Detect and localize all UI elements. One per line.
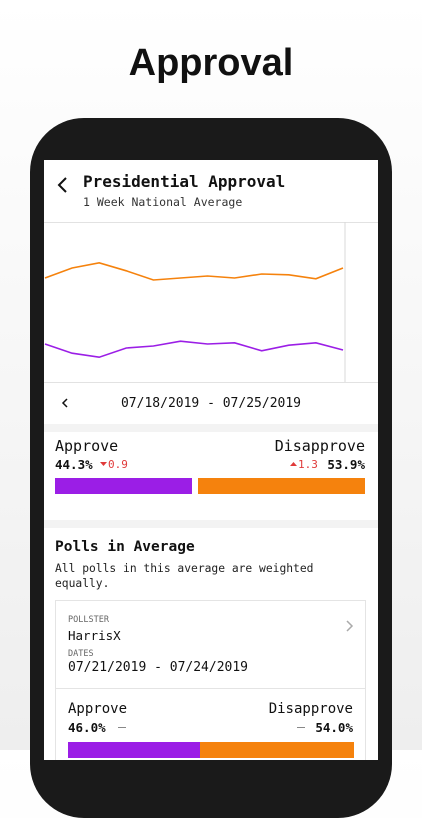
share-bar (55, 478, 193, 494)
disapprove-change: 1.3 (298, 458, 318, 471)
approve-change: 0.9 (108, 458, 128, 471)
approve-value: 44.3% (55, 457, 93, 472)
promo-title: Approval (128, 42, 294, 84)
series-line (44, 261, 344, 281)
date-range: 07/18/2019 - 07/25/2019 (120, 396, 301, 411)
chevron (346, 620, 354, 632)
poll-dates: 07/21/2019 - 07/24/2019 (68, 660, 249, 675)
polls-title: Polls in Average (55, 539, 195, 555)
no-change (118, 727, 126, 728)
screen: Presidential Approval 1 Week National Av… (44, 160, 378, 760)
poll-approve-value: 46.0% (68, 720, 106, 735)
separator-band (44, 424, 378, 432)
poll-bars (68, 742, 354, 758)
poll-disapprove-value: 54.0% (315, 720, 353, 735)
up-arrow (290, 462, 297, 466)
poll-approve-label: Approve (68, 701, 128, 717)
divider (56, 688, 365, 689)
share-bar (199, 742, 354, 758)
disapprove-label: Disapprove (274, 437, 365, 455)
screen-subtitle: 1 Week National Average (83, 195, 243, 209)
summary-bars (55, 478, 365, 494)
polls-description: All polls in this average are weighted e… (55, 562, 314, 590)
pollster: HarrisX (68, 628, 121, 643)
poll-card[interactable]: POLLSTER HarrisX DATES 07/21/2019 - 07/2… (55, 600, 366, 760)
share-bar (198, 478, 365, 494)
separator-band (44, 520, 378, 528)
pollster-label: POLLSTER (68, 615, 109, 625)
disapprove-value: 53.9% (327, 457, 365, 472)
prev-week[interactable] (60, 396, 70, 410)
back-button[interactable] (56, 176, 70, 194)
down-arrow (100, 462, 107, 466)
divider (44, 222, 378, 223)
approve-label: Approve (55, 437, 119, 455)
dates-label: DATES (68, 649, 94, 659)
line-chart (44, 222, 346, 382)
divider (44, 382, 378, 383)
poll-disapprove-label: Disapprove (268, 701, 353, 717)
share-bar (68, 742, 200, 758)
screen-title: Presidential Approval (83, 172, 286, 191)
no-change (297, 727, 305, 728)
series-line (44, 340, 344, 359)
